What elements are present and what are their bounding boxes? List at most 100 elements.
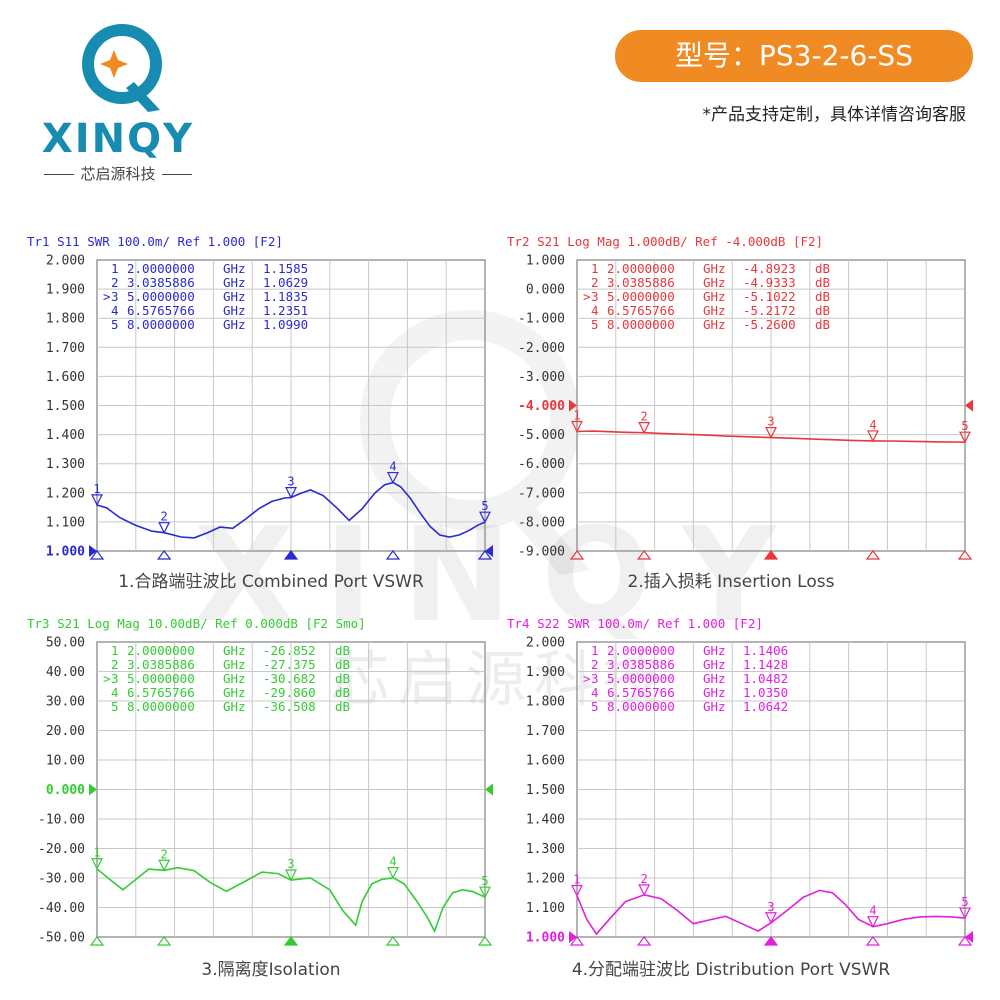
tr3-y-tick: 30.00 <box>46 695 85 710</box>
tr3-marker-4-axis-indicator <box>385 936 401 946</box>
tr3-marker-prefix: > <box>103 671 111 686</box>
tr2-y-tick: -4.000 <box>518 399 565 414</box>
tr2-marker-freq: 6.5765766 <box>607 303 675 318</box>
tr4-ref-arrow-right <box>965 931 973 943</box>
tr3-y-tick: 50.00 <box>46 636 85 651</box>
tr3-marker-freq: 5.0000000 <box>127 671 195 686</box>
tr4-marker-5-axis-indicator <box>957 936 973 946</box>
tr3-marker-5-label: 5 <box>481 874 488 888</box>
tr2-marker-unit: dB <box>815 317 830 332</box>
tr1-y-tick: 2.000 <box>46 254 85 269</box>
tr3-marker-num: 1 <box>111 643 119 658</box>
tr4-y-tick: 1.200 <box>526 872 565 887</box>
tr3-marker-freq: 3.0385886 <box>127 657 195 672</box>
tr1-marker-4-symbol <box>386 471 399 484</box>
tr2-y-tick: -6.000 <box>518 457 565 472</box>
tr4-ref-arrow-left <box>569 931 577 943</box>
tr3-y-tick: -10.00 <box>38 813 85 828</box>
tr3-marker-1-axis-indicator <box>89 936 105 946</box>
tr3-y-tick: 40.00 <box>46 665 85 680</box>
tr1-ref-arrow-right <box>485 545 493 557</box>
tr3-marker-4-symbol <box>386 866 399 879</box>
tr4-marker-num: 3 <box>591 671 599 686</box>
tr2-marker-5-axis-indicator <box>957 550 973 560</box>
tr3-marker-num: 3 <box>111 671 119 686</box>
tr4-marker-num: 1 <box>591 643 599 658</box>
tr3-marker-num: 2 <box>111 657 119 672</box>
tr2-y-tick: -7.000 <box>518 486 565 501</box>
tr3-marker-num: 5 <box>111 699 119 714</box>
tr3-marker-row-3: >3 5.0000000 GHz -30.682 dB <box>103 671 350 686</box>
tr1-marker-unit-x: GHz <box>223 289 246 304</box>
tr2-marker-1-axis-indicator <box>569 550 585 560</box>
logo-q-icon <box>82 24 162 112</box>
tr3-marker-freq: 8.0000000 <box>127 699 195 714</box>
tr3-marker-5-symbol <box>479 886 491 899</box>
tr4-marker-1-symbol <box>571 884 583 897</box>
tr4-marker-row-4: 4 6.5765766 GHz 1.0350 <box>591 685 788 700</box>
tr2-marker-5-label: 5 <box>961 419 968 433</box>
tr1-marker-unit-x: GHz <box>223 317 246 332</box>
tr2-marker-value: -5.1022 <box>743 289 796 304</box>
tr3-marker-unit-x: GHz <box>223 671 246 686</box>
tr2-trace-header: Tr2 S21 Log Mag 1.000dB/ Ref -4.000dB [F… <box>507 234 823 249</box>
tr1-y-tick: 1.200 <box>46 486 85 501</box>
tr3-marker-row-4: 4 6.5765766 GHz -29.860 dB <box>111 685 350 700</box>
tr1-marker-row-4: 4 6.5765766 GHz 1.2351 <box>111 303 308 318</box>
tr1-marker-row-1: 1 2.0000000 GHz 1.1585 <box>111 261 308 276</box>
tr3-caption: 3.隔离度Isolation <box>201 960 340 980</box>
tr1-marker-1-label: 1 <box>93 482 100 496</box>
tr4-marker-4-axis-indicator <box>865 936 881 946</box>
tr1-marker-2-axis-indicator <box>156 550 172 560</box>
tr3-marker-value: -27.375 <box>263 657 316 672</box>
tr1-marker-2-label: 2 <box>161 510 168 524</box>
tr3-marker-3-symbol <box>285 869 297 882</box>
tr3-marker-5-axis-indicator <box>477 936 493 946</box>
tr2-y-tick: -3.000 <box>518 370 565 385</box>
tr1-marker-3-label: 3 <box>287 475 294 489</box>
tr1-marker-row-2: 2 3.0385886 GHz 1.0629 <box>111 275 308 290</box>
tr4-marker-3-symbol <box>765 912 777 925</box>
tr4-marker-row-2: 2 3.0385886 GHz 1.1428 <box>591 657 788 672</box>
tr4-marker-5-symbol <box>959 907 971 920</box>
tr3-trace-header: Tr3 S21 Log Mag 10.00dB/ Ref 0.000dB [F2… <box>27 616 366 631</box>
tr3-y-tick: -50.00 <box>38 931 85 946</box>
tr1-ref-arrow-left <box>89 545 97 557</box>
tr2-marker-1-label: 1 <box>573 408 580 422</box>
tr4-marker-value: 1.0350 <box>743 685 788 700</box>
tr1-marker-5-axis-indicator <box>477 550 493 560</box>
tr1-y-tick: 1.700 <box>46 341 85 356</box>
tr2-y-tick: -9.000 <box>518 545 565 560</box>
tr3-marker-row-1: 1 2.0000000 GHz -26.852 dB <box>111 643 350 658</box>
brand-logo: XINQY 芯启源科技 <box>18 20 218 183</box>
tr2-marker-2-label: 2 <box>641 410 648 424</box>
tr2-marker-5-symbol <box>959 431 971 444</box>
tr1-marker-row-3: >3 5.0000000 GHz 1.1835 <box>103 289 308 304</box>
tr2-y-tick: 0.000 <box>526 283 565 298</box>
tr3-marker-value: -30.682 <box>263 671 316 686</box>
tr1-marker-2-symbol <box>158 522 171 535</box>
tr3-marker-value: -36.508 <box>263 699 316 714</box>
tr3-y-tick: -40.00 <box>38 901 85 916</box>
model-badge: 型号：PS3-2-6-SS <box>615 30 973 82</box>
tr1-marker-value: 1.1585 <box>263 261 308 276</box>
tr2-marker-1-symbol <box>571 420 583 433</box>
tr4-marker-2-label: 2 <box>641 872 648 886</box>
tr2-ref-arrow-left <box>569 399 577 412</box>
tr1-marker-unit-x: GHz <box>223 303 246 318</box>
tr2-y-tick: -1.000 <box>518 312 565 327</box>
tr2-marker-4-axis-indicator <box>865 550 881 560</box>
tr3-marker-3-axis-indicator <box>283 936 299 946</box>
tr2-y-tick: -8.000 <box>518 515 565 530</box>
tr1-y-tick: 1.000 <box>46 545 85 560</box>
tr3-marker-row-5: 5 8.0000000 GHz -36.508 dB <box>111 699 350 714</box>
tr2-marker-row-2: 2 3.0385886 GHz -4.9333 dB <box>591 275 830 290</box>
tr4-trace-header: Tr4 S22 SWR 100.0m/ Ref 1.000 [F2] <box>507 616 763 631</box>
tr4-marker-freq: 3.0385886 <box>607 657 675 672</box>
tr1-marker-value: 1.0629 <box>263 275 308 290</box>
tr4-marker-4-label: 4 <box>869 904 876 918</box>
tr3-marker-num: 4 <box>111 685 119 700</box>
tr1-caption: 1.合路端驻波比 Combined Port VSWR <box>118 572 424 592</box>
tr4-marker-unit-x: GHz <box>703 643 726 658</box>
